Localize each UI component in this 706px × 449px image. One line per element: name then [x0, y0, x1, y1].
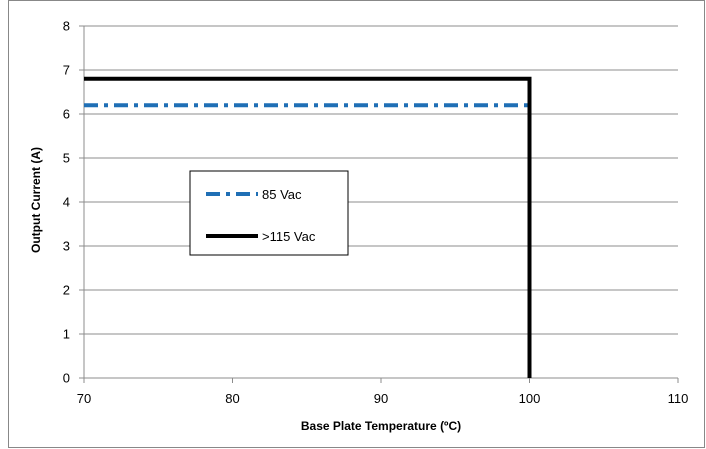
y-tick-label: 1	[63, 327, 70, 342]
x-tick-label: 80	[225, 391, 239, 406]
y-tick-label: 7	[63, 63, 70, 78]
legend-box	[189, 170, 349, 256]
x-tick-label: 90	[374, 391, 388, 406]
x-axis-title: Base Plate Temperature (ºC)	[301, 419, 461, 433]
y-tick-label: 3	[63, 239, 70, 254]
tick-labels: 0 1 2 3 4 5 6 7 8 70 80 90 100 110	[63, 19, 689, 407]
y-tick-label: 2	[63, 283, 70, 298]
legend-label: 85 Vac	[262, 187, 302, 202]
x-tick-label: 70	[77, 391, 91, 406]
y-tick-label: 6	[63, 107, 70, 122]
chart-frame	[8, 0, 705, 448]
legend-label: >115 Vac	[262, 229, 316, 244]
series-line-115-vac	[84, 76, 532, 378]
y-axis-title: Output Current (A)	[29, 147, 43, 253]
y-tick-label: 4	[63, 195, 70, 210]
legend: 85 Vac >115 Vac	[189, 170, 349, 256]
x-tick-label: 110	[668, 391, 689, 406]
gridlines	[84, 25, 678, 335]
y-tick-label: 5	[63, 151, 70, 166]
x-tick-label: 100	[519, 391, 541, 406]
axes	[79, 25, 679, 383]
y-tick-label: 8	[63, 19, 70, 34]
y-tick-label: 0	[63, 371, 70, 386]
series	[84, 76, 532, 378]
